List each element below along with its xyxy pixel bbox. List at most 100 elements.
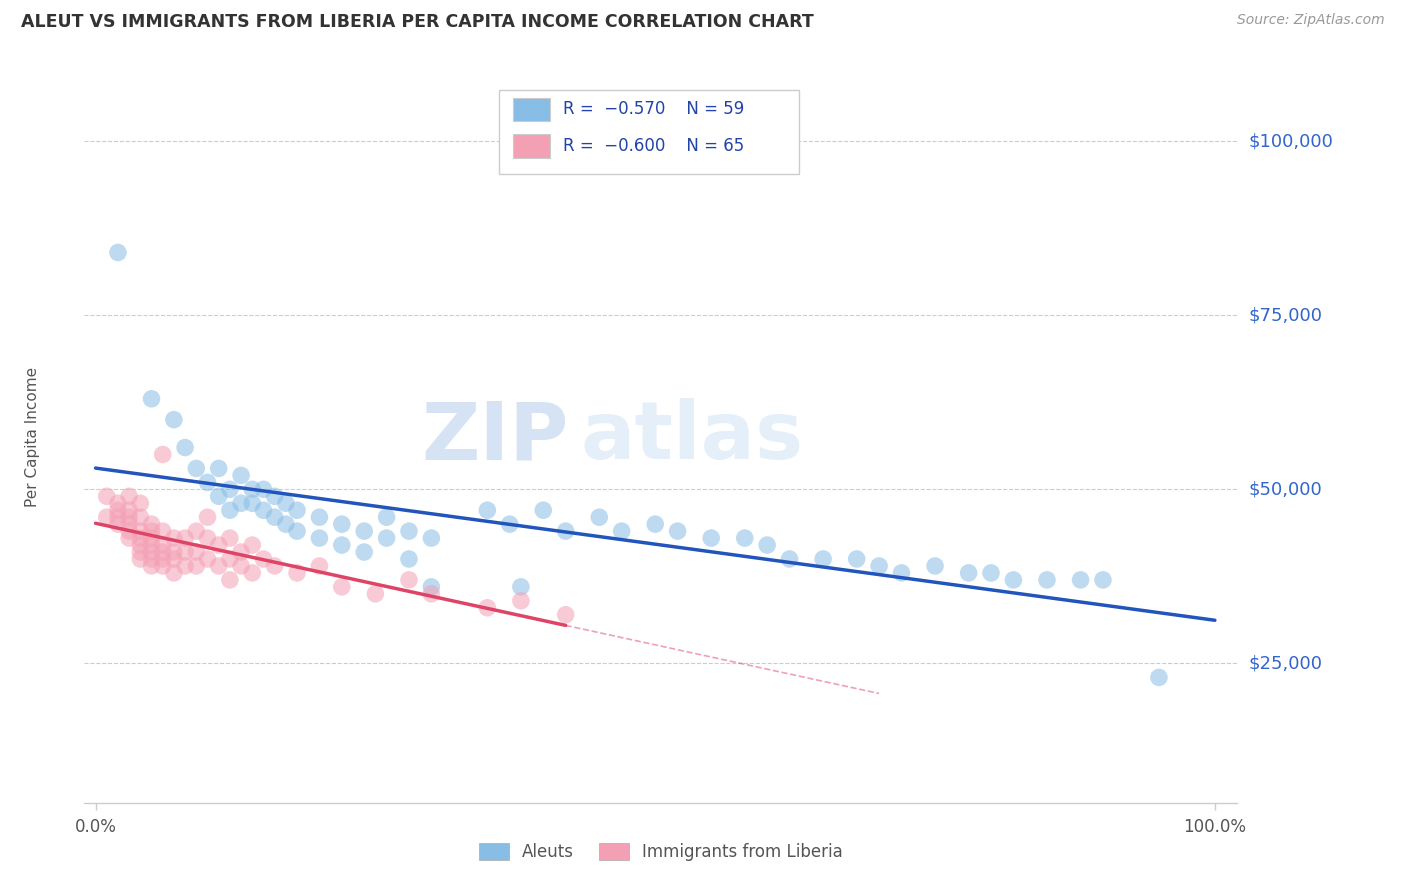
Text: $25,000: $25,000	[1249, 655, 1323, 673]
Point	[152, 524, 174, 538]
Point	[186, 524, 208, 538]
Point	[1091, 573, 1114, 587]
Point	[197, 531, 219, 545]
Point	[208, 489, 231, 503]
Point	[554, 524, 576, 538]
Point	[129, 552, 152, 566]
Point	[141, 531, 163, 545]
Text: Per Capita Income: Per Capita Income	[25, 367, 39, 508]
Point	[353, 524, 375, 538]
Point	[152, 552, 174, 566]
Point	[118, 524, 141, 538]
Point	[141, 524, 163, 538]
Point	[141, 538, 163, 552]
Point	[398, 524, 420, 538]
Point	[118, 517, 141, 532]
Point	[957, 566, 980, 580]
Text: Source: ZipAtlas.com: Source: ZipAtlas.com	[1237, 13, 1385, 28]
Point	[330, 538, 353, 552]
Point	[308, 510, 330, 524]
Point	[1002, 573, 1025, 587]
Point	[252, 503, 274, 517]
Point	[666, 524, 689, 538]
Point	[420, 587, 443, 601]
Point	[197, 475, 219, 490]
Point	[174, 558, 197, 573]
Point	[152, 538, 174, 552]
Point	[398, 552, 420, 566]
Point	[263, 558, 285, 573]
Point	[420, 531, 443, 545]
Point	[107, 517, 129, 532]
Point	[208, 538, 231, 552]
Point	[129, 524, 152, 538]
Point	[218, 503, 240, 517]
Point	[509, 580, 531, 594]
Point	[163, 545, 186, 559]
Point	[141, 392, 163, 406]
Point	[163, 566, 186, 580]
Point	[263, 489, 285, 503]
Point	[229, 545, 252, 559]
Point	[229, 496, 252, 510]
Point	[107, 510, 129, 524]
Point	[96, 489, 118, 503]
Point	[218, 531, 240, 545]
Point	[285, 524, 308, 538]
Point	[107, 245, 129, 260]
Point	[240, 496, 263, 510]
Legend: Aleuts, Immigrants from Liberia: Aleuts, Immigrants from Liberia	[472, 836, 849, 868]
Point	[152, 545, 174, 559]
Point	[186, 545, 208, 559]
Text: ALEUT VS IMMIGRANTS FROM LIBERIA PER CAPITA INCOME CORRELATION CHART: ALEUT VS IMMIGRANTS FROM LIBERIA PER CAP…	[21, 13, 814, 31]
Point	[274, 517, 297, 532]
Point	[208, 461, 231, 475]
Text: ZIP: ZIP	[422, 398, 568, 476]
Point	[186, 461, 208, 475]
Text: $50,000: $50,000	[1249, 480, 1322, 499]
FancyBboxPatch shape	[499, 90, 799, 174]
Point	[118, 510, 141, 524]
Point	[96, 510, 118, 524]
Point	[845, 552, 868, 566]
Point	[141, 517, 163, 532]
Point	[756, 538, 779, 552]
Point	[129, 496, 152, 510]
Point	[240, 538, 263, 552]
Point	[644, 517, 666, 532]
Point	[499, 517, 522, 532]
Bar	[513, 135, 550, 158]
Point	[229, 558, 252, 573]
Point	[129, 531, 152, 545]
Point	[240, 483, 263, 497]
Point	[208, 558, 231, 573]
Point	[285, 566, 308, 580]
Point	[980, 566, 1002, 580]
Point	[152, 558, 174, 573]
Point	[218, 483, 240, 497]
Point	[868, 558, 890, 573]
Point	[554, 607, 576, 622]
Text: $100,000: $100,000	[1249, 132, 1333, 150]
Point	[890, 566, 912, 580]
Text: R =  −0.600    N = 65: R = −0.600 N = 65	[562, 137, 744, 155]
Point	[364, 587, 387, 601]
Point	[163, 531, 186, 545]
Point	[129, 510, 152, 524]
Point	[1147, 670, 1170, 684]
Text: atlas: atlas	[581, 398, 803, 476]
Point	[129, 538, 152, 552]
Point	[477, 600, 499, 615]
Text: R =  −0.570    N = 59: R = −0.570 N = 59	[562, 101, 744, 119]
Point	[240, 566, 263, 580]
Point	[477, 503, 499, 517]
Point	[141, 545, 163, 559]
Bar	[513, 98, 550, 121]
Point	[252, 552, 274, 566]
Point	[1036, 573, 1059, 587]
Point	[197, 552, 219, 566]
Point	[811, 552, 834, 566]
Point	[163, 412, 186, 426]
Point	[610, 524, 633, 538]
Point	[274, 496, 297, 510]
